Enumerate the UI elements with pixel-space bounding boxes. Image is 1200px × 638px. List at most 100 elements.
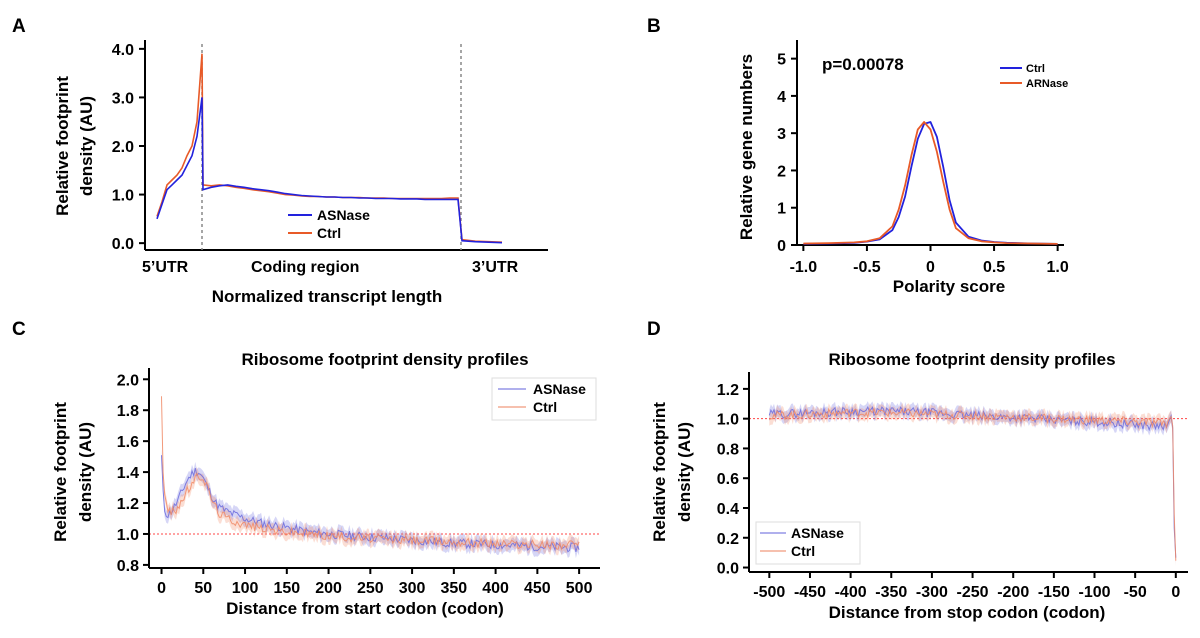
panel-a-series bbox=[156, 53, 503, 244]
panel-c-series bbox=[161, 390, 580, 559]
panel-d-legend: ASNase Ctrl bbox=[755, 521, 861, 565]
panel-d-legend-box bbox=[755, 521, 861, 565]
panel-letter-d: D bbox=[647, 319, 661, 340]
panel-d-series-ctrl bbox=[769, 407, 1177, 561]
panel-b-x-tick-label: -0.5 bbox=[853, 259, 881, 276]
panel-b-x-tick-label: 0 bbox=[926, 259, 935, 276]
panel-d-y-tick-label: 0.0 bbox=[717, 561, 739, 578]
panel-b-legend-label-arnase: ARNase bbox=[1026, 78, 1068, 90]
panel-b-series bbox=[803, 121, 1058, 245]
panel-a-y-tick-label: 4.0 bbox=[112, 42, 134, 59]
panel-d-y-ticks: 0.0 0.2 0.4 0.6 0.8 1.0 1.2 bbox=[717, 382, 749, 578]
panel-d-x-tick-label: 0 bbox=[1171, 584, 1180, 601]
panel-c-y-axis-title-line2: density (AU) bbox=[76, 422, 95, 522]
panel-c-x-tick-label: 50 bbox=[194, 580, 212, 597]
panel-b-y-tick-label: 5 bbox=[777, 52, 786, 69]
panel-d-x-tick-label: -100 bbox=[1078, 584, 1110, 601]
panel-c-y-tick-label: 1.8 bbox=[117, 403, 139, 420]
panel-a-legend-label-asnase: ASNase bbox=[317, 207, 370, 223]
panel-c-y-tick-label: 1.2 bbox=[117, 496, 139, 513]
panel-c-x-tick-label: 200 bbox=[315, 580, 342, 597]
panel-b-p-value: p=0.00078 bbox=[822, 55, 904, 74]
panel-c-x-tick-label: 150 bbox=[273, 580, 300, 597]
panel-c-x-ticks: 0 50 100 150 200 250 300 350 400 450 500 bbox=[157, 568, 593, 597]
panel-b-x-tick-label: 0.5 bbox=[983, 259, 1005, 276]
panel-d-y-tick-label: 1.2 bbox=[717, 382, 739, 399]
panel-b-y-axis-title: Relative gene numbers bbox=[737, 54, 756, 240]
panel-b-legend-label-ctrl: Ctrl bbox=[1026, 63, 1045, 75]
panel-c-y-tick-label: 1.6 bbox=[117, 434, 139, 451]
panel-d-band-ctrl bbox=[769, 402, 1176, 567]
panel-a-y-axis-title-line2: density (AU) bbox=[77, 96, 96, 196]
panel-a-x-axis-title: Normalized transcript length bbox=[212, 287, 442, 306]
panel-c-x-tick-label: 500 bbox=[566, 580, 593, 597]
panel-a-y-tick-label: 3.0 bbox=[112, 90, 134, 107]
panel-d-x-tick-label: -350 bbox=[875, 584, 907, 601]
panel-d-x-tick-label: -250 bbox=[957, 584, 989, 601]
panel-letter-c: C bbox=[12, 319, 26, 340]
panel-a-legend: ASNase Ctrl bbox=[288, 207, 370, 241]
panel-d-legend-label-asnase: ASNase bbox=[791, 525, 844, 541]
panel-b-y-ticks: 0 1 2 3 4 5 bbox=[777, 52, 797, 255]
panel-d-x-tick-label: -50 bbox=[1124, 584, 1147, 601]
panel-a-legend-label-ctrl: Ctrl bbox=[317, 225, 341, 241]
panel-d-x-ticks: -500 -450 -400 -350 -300 -250 -200 -150 -100 -50 0 bbox=[753, 572, 1180, 601]
panel-b-y-tick-label: 3 bbox=[777, 126, 786, 143]
panel-a-series-asnase bbox=[156, 97, 503, 244]
panel-d-y-tick-label: 1.0 bbox=[717, 412, 739, 429]
panel-letter-a: A bbox=[12, 16, 26, 37]
panel-d-legend-label-ctrl: Ctrl bbox=[791, 543, 815, 559]
panel-c-y-tick-label: 2.0 bbox=[117, 372, 139, 389]
panel-c-y-axis-title-line1: Relative footprint bbox=[51, 402, 70, 542]
panel-c-y-tick-label: 1.0 bbox=[117, 527, 139, 544]
panel-letter-b: B bbox=[647, 16, 661, 37]
panel-b-y-tick-label: 0 bbox=[777, 238, 786, 255]
panel-b-legend: Ctrl ARNase bbox=[1000, 63, 1068, 90]
panel-b-x-tick-label: 1.0 bbox=[1047, 259, 1069, 276]
panel-d-x-tick-label: -500 bbox=[753, 584, 785, 601]
panel-d-x-axis-title: Distance from stop codon (codon) bbox=[829, 603, 1106, 622]
panel-a-y-tick-label: 1.0 bbox=[112, 188, 134, 205]
panel-d-x-tick-label: -200 bbox=[997, 584, 1029, 601]
panel-d-y-tick-label: 0.8 bbox=[717, 441, 739, 458]
panel-d-y-axis-title-line1: Relative footprint bbox=[650, 402, 669, 542]
panel-b-y-tick-label: 2 bbox=[777, 163, 786, 180]
panel-b-series-arnase bbox=[803, 121, 1058, 245]
panel-d-chart: Ribosome footprint density profiles 0.00… bbox=[650, 350, 1188, 622]
panel-d-x-tick-label: -150 bbox=[1038, 584, 1070, 601]
panel-d-y-tick-label: 0.2 bbox=[717, 531, 739, 548]
panel-c-legend-box bbox=[491, 377, 597, 421]
panel-a-y-axis-title-line1: Relative footprint bbox=[53, 76, 72, 216]
panel-c-x-tick-label: 0 bbox=[157, 580, 166, 597]
panel-b-y-tick-label: 1 bbox=[777, 201, 786, 218]
panel-b-series-ctrl bbox=[803, 121, 1058, 245]
panel-c-y-ticks: 0.8 1.0 1.2 1.4 1.6 1.8 2.0 bbox=[117, 372, 149, 575]
panel-a-y-ticks: 0.0 1.0 2.0 3.0 4.0 bbox=[112, 42, 145, 253]
panel-c-x-tick-label: 300 bbox=[399, 580, 426, 597]
panel-c-x-tick-label: 100 bbox=[232, 580, 259, 597]
panel-d-x-tick-label: -450 bbox=[794, 584, 826, 601]
panel-c-x-tick-label: 350 bbox=[440, 580, 467, 597]
panel-b-x-axis-title: Polarity score bbox=[893, 277, 1005, 296]
panel-a-chart: 0.0 1.0 2.0 3.0 4.0 5’UTR Coding region 3’UT… bbox=[53, 40, 548, 306]
panel-d-y-tick-label: 0.4 bbox=[717, 501, 739, 518]
panel-c-legend-label-ctrl: Ctrl bbox=[533, 399, 557, 415]
panel-d-series bbox=[768, 401, 1177, 567]
panel-c-series-ctrl bbox=[161, 396, 580, 551]
panel-c-x-tick-label: 400 bbox=[482, 580, 509, 597]
panel-d-x-tick-label: -400 bbox=[835, 584, 867, 601]
panel-a-y-tick-label: 2.0 bbox=[112, 139, 134, 156]
panel-b-x-ticks: -1.0 -0.5 0 0.5 1.0 bbox=[790, 245, 1069, 276]
panel-b-chart: 0 1 2 3 4 5 -1.0 -0.5 0 0.5 1.0 p=0.00078 Polarit… bbox=[737, 40, 1069, 296]
panel-c-x-tick-label: 450 bbox=[524, 580, 551, 597]
panel-c-legend-label-asnase: ASNase bbox=[533, 381, 586, 397]
panel-c-y-tick-label: 0.8 bbox=[117, 558, 139, 575]
panel-c-x-axis-title: Distance from start codon (codon) bbox=[226, 599, 504, 618]
panel-d-x-tick-label: -300 bbox=[916, 584, 948, 601]
panel-a-region-label-utr5: 5’UTR bbox=[142, 259, 189, 276]
panel-a-region-label-utr3: 3’UTR bbox=[472, 259, 519, 276]
panel-d-y-tick-label: 0.6 bbox=[717, 471, 739, 488]
panel-c-y-tick-label: 1.4 bbox=[117, 465, 139, 482]
panel-b-x-tick-label: -1.0 bbox=[790, 259, 818, 276]
